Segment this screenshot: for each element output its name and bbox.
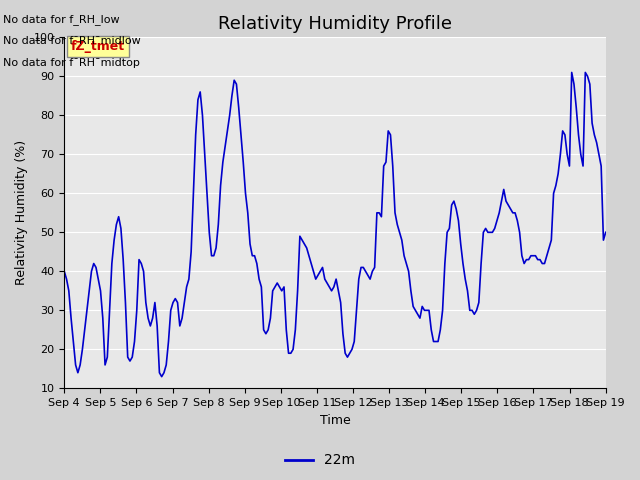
Legend: 22m: 22m — [280, 448, 360, 473]
Y-axis label: Relativity Humidity (%): Relativity Humidity (%) — [15, 140, 28, 286]
Text: No data for f¯RH¯midlow: No data for f¯RH¯midlow — [3, 36, 141, 46]
Text: fZ_tmet: fZ_tmet — [71, 40, 125, 53]
Text: No data for f_RH_low: No data for f_RH_low — [3, 14, 120, 25]
Text: No data for f¯RH¯midtop: No data for f¯RH¯midtop — [3, 58, 140, 68]
X-axis label: Time: Time — [319, 414, 350, 427]
Title: Relativity Humidity Profile: Relativity Humidity Profile — [218, 15, 452, 33]
